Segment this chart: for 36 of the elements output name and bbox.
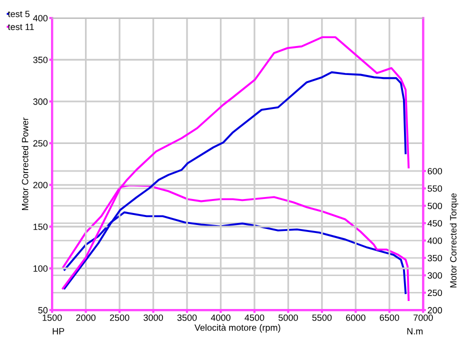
- y2-tick-label: 550: [428, 185, 442, 192]
- y-tick-label: 250: [33, 140, 48, 147]
- y2-axis-title: Motor Corrected Torque: [450, 193, 458, 288]
- x-tick-label: 1500: [42, 314, 62, 321]
- y2-tick-label: 600: [428, 168, 442, 174]
- y2-tick-label: 500: [428, 202, 442, 210]
- x-tick-label: 2000: [76, 314, 96, 321]
- y-tick-label: 300: [33, 98, 48, 105]
- x-tick-label: 4000: [210, 314, 230, 321]
- x-tick-label: 3000: [144, 314, 163, 321]
- legend-label: test 5: [8, 10, 30, 18]
- x-tick-label: 2500: [110, 314, 130, 321]
- x-tick-label: 4500: [244, 314, 264, 321]
- y-tick-label: 150: [34, 224, 48, 230]
- text: N.m: [407, 328, 423, 334]
- y-tick-label: 100: [34, 265, 48, 272]
- x-tick-label: 7000: [414, 314, 433, 321]
- x-tick-label: 6500: [380, 314, 400, 321]
- y-axis-title: Motor Corrected Power: [22, 118, 28, 210]
- y2-tick-label: 350: [428, 254, 442, 262]
- x-tick-label: 6000: [346, 314, 366, 321]
- y-tick-label: 400: [33, 14, 48, 22]
- x-axis-title: Velocità motore (rpm): [194, 324, 280, 333]
- y-tick-label: 200: [33, 182, 48, 188]
- x-tick-label: 5500: [312, 314, 332, 321]
- y2-tick-label: 250: [428, 290, 442, 296]
- y2-tick-label: 450: [428, 220, 442, 227]
- y-tick-label: 350: [33, 56, 48, 64]
- x-tick-label: 5000: [278, 314, 298, 321]
- legend-label: test 11: [8, 24, 34, 30]
- x-tick-label: 3500: [177, 314, 197, 321]
- y2-tick-label: 400: [428, 238, 442, 244]
- y-tick-label: 50: [38, 307, 48, 314]
- text: HP: [52, 328, 64, 334]
- y2-tick-label: 300: [428, 272, 442, 279]
- y2-tick-label: 200: [428, 307, 442, 314]
